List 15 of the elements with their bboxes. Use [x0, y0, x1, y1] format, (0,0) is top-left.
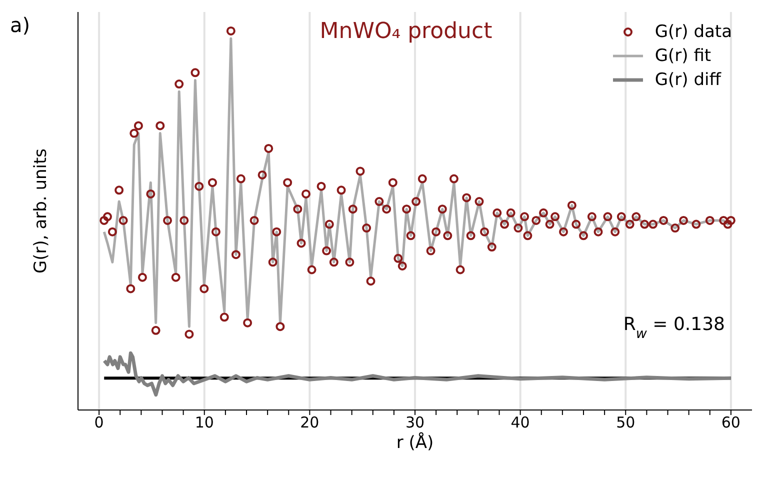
text: a) — [10, 13, 30, 37]
x-tick-label: 50 — [616, 414, 636, 432]
legend-label: G(r) diff — [654, 70, 721, 90]
annotation: R$_{w}$ = 0.138 — [623, 314, 725, 342]
x-tick-label: 40 — [510, 414, 530, 432]
x-axis-title: r (Å) — [396, 432, 434, 453]
x-tick-label: 20 — [300, 414, 320, 432]
x-tick-label: 30 — [405, 414, 425, 432]
chart-title: MnWO₄ product — [320, 19, 493, 44]
legend-label: G(r) fit — [654, 46, 712, 66]
legend-label: G(r) data — [654, 22, 732, 42]
x-tick-label: 0 — [94, 414, 104, 432]
x-tick-label: 60 — [721, 414, 740, 432]
x-tick-label: 10 — [194, 414, 214, 432]
y-axis-title: G(r), arb. units — [31, 148, 52, 274]
